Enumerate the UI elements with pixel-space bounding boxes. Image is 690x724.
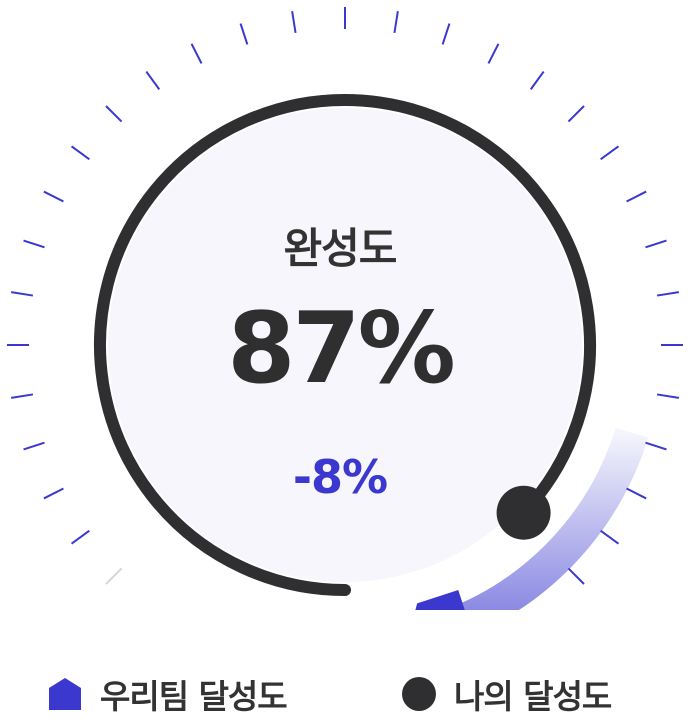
gauge-label: 완성도 <box>283 224 398 273</box>
tick-mark <box>567 105 585 123</box>
progress-gauge <box>7 7 683 610</box>
tick-mark <box>393 11 399 34</box>
blue-pentagon-icon <box>49 678 81 710</box>
tick-mark <box>567 567 585 585</box>
tick-mark <box>11 291 34 297</box>
tick-marks <box>7 7 683 585</box>
tick-mark <box>145 70 161 90</box>
team-progress-arc <box>444 427 649 610</box>
tick-mark <box>656 291 679 297</box>
tick-mark <box>70 145 90 161</box>
tick-mark <box>487 43 500 64</box>
legend-label-team: 우리팀 달성도 <box>100 677 288 716</box>
legend-label-mine: 나의 달성도 <box>454 677 612 716</box>
tick-mark <box>43 190 64 203</box>
tick-mark <box>645 239 667 249</box>
tick-mark <box>529 70 545 90</box>
legend: 우리팀 달성도 나의 달성도 <box>0 670 690 724</box>
tick-mark <box>291 11 297 34</box>
tick-mark <box>43 487 64 500</box>
tick-mark <box>656 393 679 399</box>
legend-item-mine: 나의 달성도 <box>402 670 612 718</box>
gauge-value: 87% <box>227 292 456 406</box>
tick-mark <box>23 441 45 451</box>
center-disc <box>108 108 582 582</box>
dark-dot-icon <box>402 677 436 711</box>
tick-mark <box>105 567 123 585</box>
my-progress-arc <box>94 94 596 596</box>
tick-mark <box>190 43 203 64</box>
tick-mark <box>70 529 90 545</box>
gauge-difference: -8% <box>292 450 388 504</box>
tick-mark <box>600 529 620 545</box>
tick-mark <box>239 23 249 45</box>
tick-mark <box>600 145 620 161</box>
tick-mark <box>645 441 667 451</box>
my-progress-knob <box>496 485 551 540</box>
tick-mark <box>105 105 123 123</box>
legend-item-team: 우리팀 달성도 <box>48 670 288 718</box>
tick-mark <box>626 487 647 500</box>
tick-mark <box>23 239 45 249</box>
tick-mark <box>441 23 451 45</box>
tick-mark <box>626 190 647 203</box>
tick-mark <box>11 393 34 399</box>
team-progress-marker-icon <box>415 589 465 610</box>
